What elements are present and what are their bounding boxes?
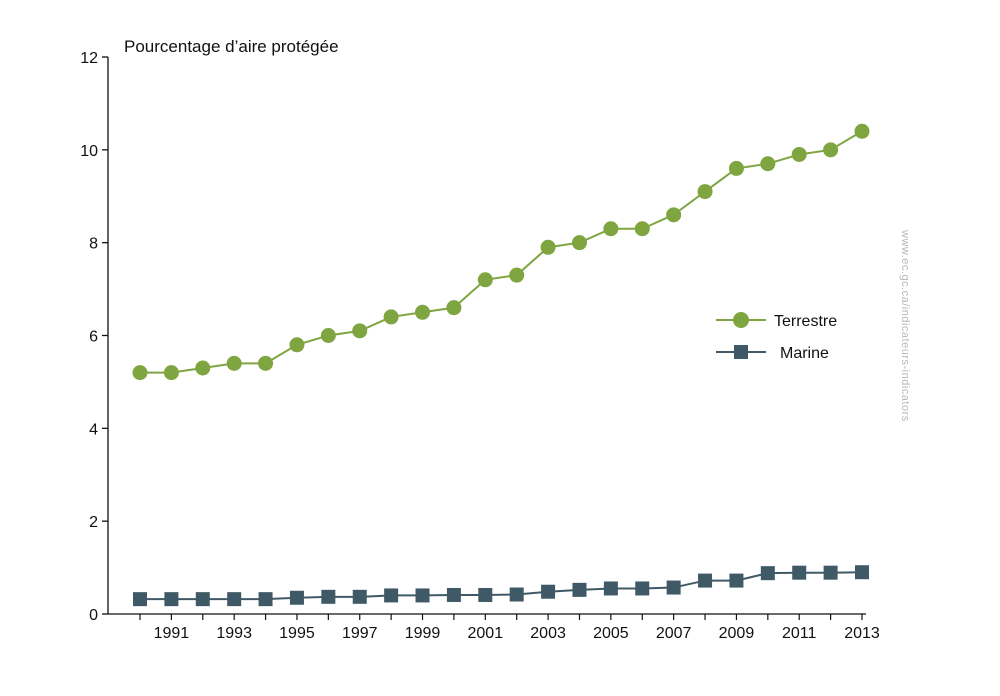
x-tick-label: 1991 [154,625,190,642]
series-terrestre [132,123,870,381]
data-point [321,589,336,604]
x-tick-label: 2009 [719,625,755,642]
data-point [132,365,148,381]
y-tick-label: 8 [89,236,98,253]
data-point [572,582,587,597]
data-point [571,235,587,251]
data-point [320,328,336,343]
data-point [289,590,304,605]
legend-label: Terrestre [774,313,837,330]
data-point [666,580,681,595]
series-line-marine [140,571,863,601]
data-point [634,221,650,237]
x-tick-label: 1997 [342,625,378,642]
y-tick-label: 10 [80,143,98,160]
data-point [289,337,305,353]
series-marine [133,565,869,607]
data-point [603,581,618,596]
data-point [791,146,807,162]
data-point [383,309,399,325]
data-point [415,588,430,603]
y-tick-label: 6 [89,329,98,346]
data-point [854,123,870,139]
x-tick-label: 2001 [468,625,504,642]
data-point [698,573,713,588]
data-point [760,566,775,581]
data-point [509,587,524,602]
axes: 0 2 4 6 8 10 12 1991 1993 1995 1997 1999 2001 2003 200… [80,50,880,642]
x-tick-label: 1999 [405,625,441,642]
data-point [446,587,461,602]
y-tick-label: 0 [89,607,98,624]
data-point [697,184,713,200]
data-point [478,587,493,602]
legend-label: Marine [780,345,829,362]
x-tick-label: 1993 [216,625,252,642]
x-tick-label: 2005 [593,625,629,642]
data-point [792,565,807,580]
legend: Terrestre Marine [716,312,837,362]
data-point [541,584,556,599]
data-point [666,207,682,223]
y-axis-label: Pourcentage d’aire protégée [124,37,339,56]
series-line-terrestre [140,130,863,374]
y-tick-label: 2 [89,514,98,531]
data-point [823,142,839,158]
y-tick-label: 4 [89,421,98,438]
data-point [477,272,493,288]
data-point [133,592,147,607]
series-layer [132,123,870,607]
data-point [164,592,179,607]
data-point [760,156,776,172]
data-point [227,592,242,607]
legend-item-terrestre: Terrestre [716,312,837,330]
data-point [195,592,210,607]
watermark-text: www.ec.gc.ca/indicateurs-indicators [899,229,911,422]
data-point [195,360,211,376]
legend-marker-circle [733,312,749,328]
x-tick-label: 2013 [844,625,880,642]
data-point [163,365,179,381]
data-point [258,592,273,607]
legend-marker-square [734,345,748,359]
data-point [384,588,399,603]
data-point [635,581,650,596]
data-point [603,221,619,237]
data-point [729,573,744,588]
data-point [258,355,274,371]
data-point [855,565,869,580]
x-tick-label: 1995 [279,625,315,642]
y-tick-label: 12 [80,50,98,67]
data-point [352,589,367,604]
x-tick-label: 2003 [530,625,566,642]
x-tick-label: 2007 [656,625,692,642]
x-tick-label: 2011 [782,625,817,642]
data-point [446,300,462,316]
data-point [823,565,838,580]
data-point [728,160,744,176]
data-point [540,239,556,255]
data-point [352,323,368,339]
data-point [509,267,525,283]
data-point [415,304,431,320]
data-point [226,355,242,371]
legend-item-marine: Marine [716,345,829,362]
